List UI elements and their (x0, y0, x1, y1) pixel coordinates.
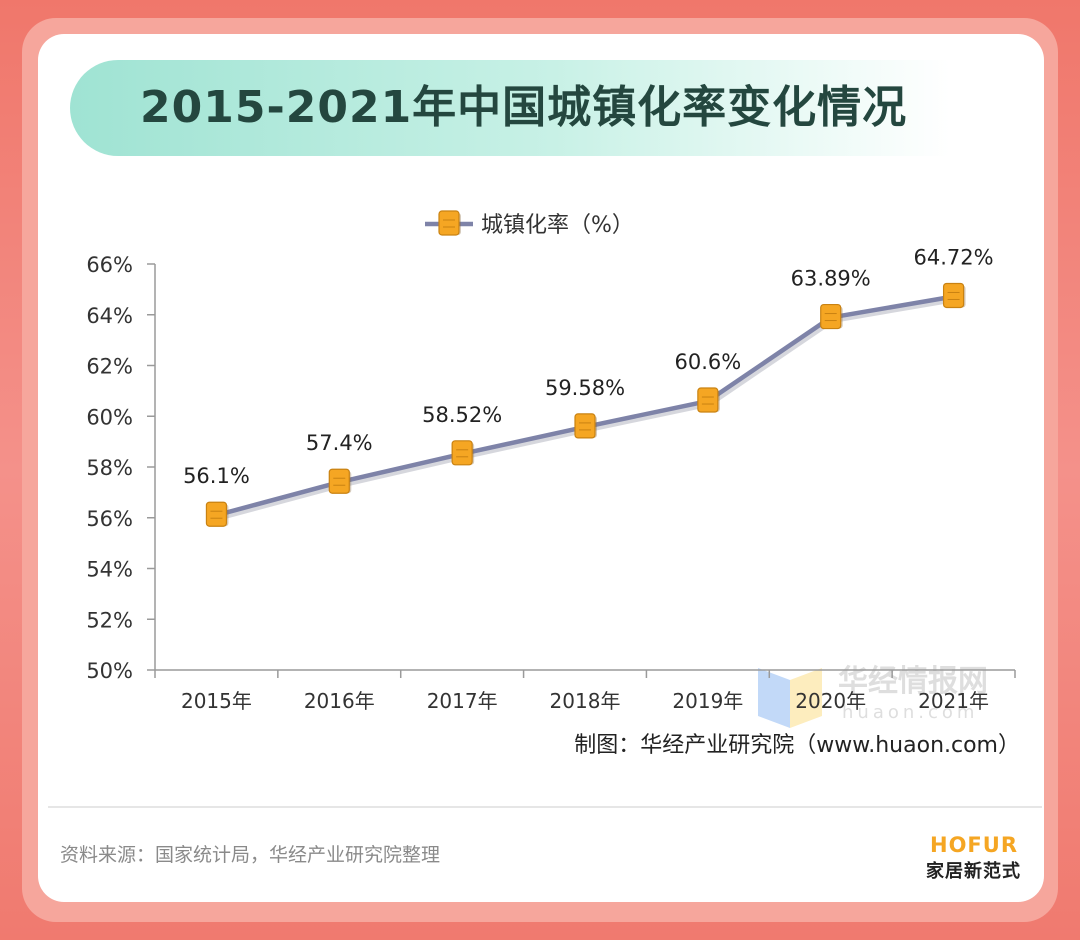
y-tick-label: 56% (86, 507, 133, 531)
marker-body (451, 440, 473, 466)
marker-body (205, 501, 228, 527)
data-point (820, 303, 843, 330)
data-point (574, 413, 597, 439)
footer-divider (48, 806, 1042, 808)
chart-axes (154, 264, 1015, 671)
marker-body (438, 210, 460, 236)
x-tick-label: 2019年 (672, 689, 743, 713)
data-label: 60.6% (674, 350, 741, 374)
series-group: 56.1% 57.4% 58.52% 59.58% 60.6% 63.89% 64.72% (183, 245, 994, 527)
page-title: 2015-2021年中国城镇化率变化情况 (140, 82, 908, 133)
data-point (942, 282, 966, 309)
x-tick-label: 2016年 (304, 689, 375, 713)
legend-label: 城镇化率（%） (481, 213, 634, 238)
y-axis-ticks: 50% 52% 54% 56% 58% 60% 62% 64% 66% (86, 253, 155, 683)
legend: 城镇化率（%） (425, 210, 634, 238)
data-point (697, 387, 720, 413)
y-tick-label: 54% (86, 558, 133, 582)
x-tick-label: 2018年 (550, 689, 621, 713)
title-band (70, 60, 950, 156)
x-axis-ticks: 2015年 2016年 2017年 2018年 2019年 2020年 2021年 (154, 670, 1016, 713)
data-source-note: 资料来源：国家统计局，华经产业研究院整理 (60, 844, 441, 866)
legend-marker-icon (438, 210, 461, 236)
chart-credit: 制图：华经产业研究院（www.huaon.com） (574, 733, 1020, 758)
brand-logo-en: HOFUR (930, 833, 1018, 857)
marker-body (820, 303, 842, 330)
chart-card (38, 34, 1044, 902)
watermark-subtext: huaon.com (842, 702, 979, 723)
x-tick-label: 2021年 (918, 689, 989, 713)
data-label: 63.89% (791, 267, 871, 291)
data-label: 59.58% (545, 376, 625, 400)
marker-body (328, 468, 350, 494)
y-tick-label: 64% (86, 304, 133, 328)
marker-body (697, 387, 719, 413)
marker-body (942, 282, 965, 309)
data-label: 56.1% (183, 464, 250, 488)
series-line (215, 294, 954, 518)
marker-body (574, 413, 596, 439)
data-point (451, 440, 475, 466)
y-tick-label: 66% (86, 253, 133, 277)
x-tick-label: 2017年 (427, 689, 498, 713)
x-tick-label: 2020年 (795, 689, 866, 713)
y-tick-label: 50% (86, 659, 133, 683)
data-point (205, 501, 229, 527)
x-tick-label: 2015年 (181, 689, 252, 713)
y-tick-label: 58% (86, 456, 133, 480)
watermark-logo-icon (758, 668, 822, 728)
data-point (328, 468, 352, 494)
brand-logo-cn: 家居新范式 (926, 861, 1021, 882)
y-tick-label: 60% (86, 405, 133, 429)
data-label: 64.72% (914, 245, 994, 269)
data-label: 57.4% (306, 431, 373, 455)
y-tick-label: 52% (86, 608, 133, 632)
y-tick-label: 62% (86, 355, 133, 379)
data-label: 58.52% (422, 403, 502, 427)
